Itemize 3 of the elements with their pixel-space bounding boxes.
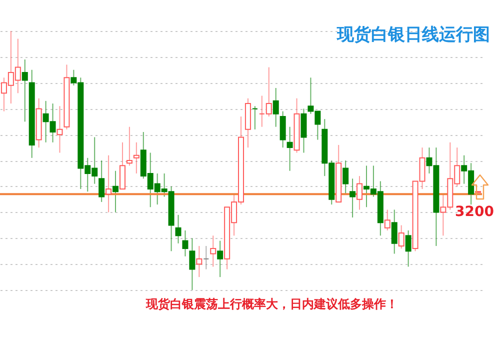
annotation: 3200 (455, 204, 494, 220)
text: 现货白银震荡上行概率大，日内建议低多操作！ (145, 297, 398, 311)
chart-title: 现货白银日线运行图 (336, 25, 490, 45)
